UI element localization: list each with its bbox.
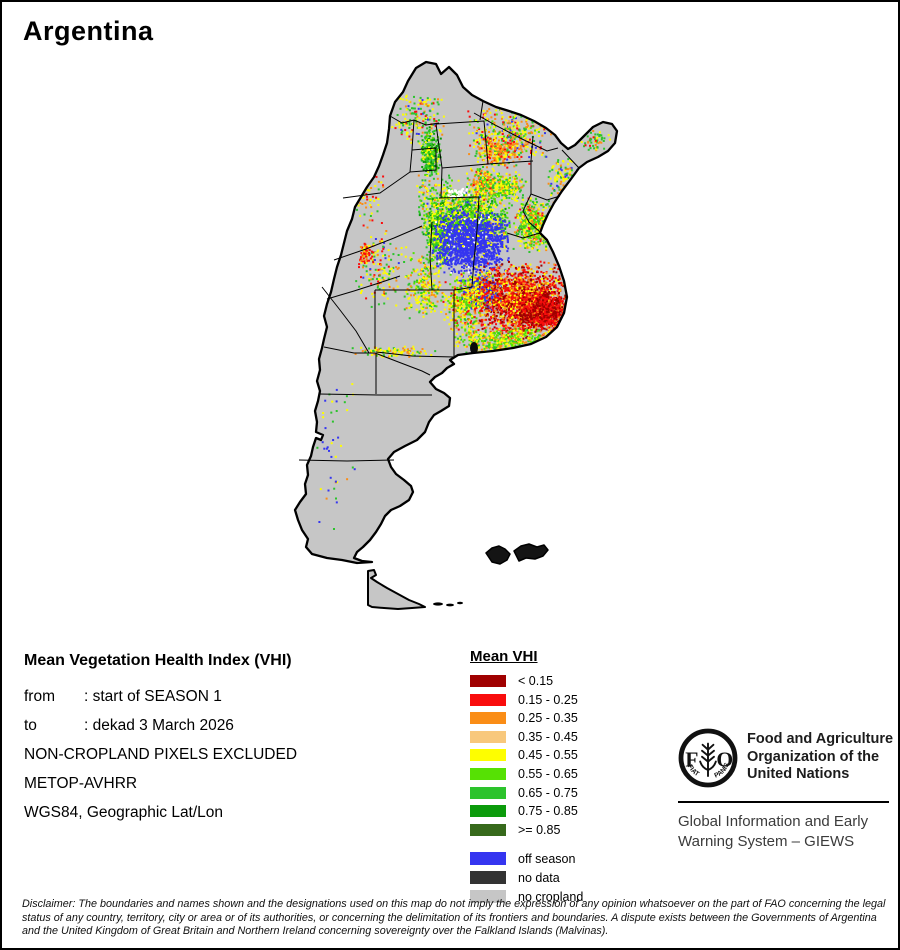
legend-item: < 0.15 <box>470 674 583 688</box>
disclaimer-line: and the United Kingdom of Great Britain … <box>22 925 609 938</box>
legend-swatch <box>470 730 506 743</box>
giews-line: Warning System – GIEWS <box>678 833 855 850</box>
fao-org-line: Food and Agriculture <box>747 731 894 747</box>
metadata-heading: Mean Vegetation Health Index (VHI) <box>24 652 292 669</box>
fao-org-name: Food and Agriculture Organization of the… <box>747 728 893 784</box>
legend-item: no data <box>470 871 583 885</box>
legend-item: no cropland <box>470 890 583 904</box>
map-metadata-block: Mean Vegetation Health Index (VHI) from:… <box>24 652 297 827</box>
legend-swatch <box>470 712 506 725</box>
legend-classes: < 0.15 0.15 - 0.25 0.25 - 0.35 0.35 - 0.… <box>470 674 583 837</box>
legend-swatch <box>470 823 506 836</box>
legend-item: 0.75 - 0.85 <box>470 804 583 818</box>
disclaimer-text: Disclaimer: The boundaries and names sho… <box>22 898 888 939</box>
legend-item: 0.15 - 0.25 <box>470 693 583 707</box>
legend-swatch <box>470 767 506 780</box>
page-title: Argentina <box>23 16 154 46</box>
legend-swatch <box>470 786 506 799</box>
legend-title: Mean VHI <box>470 648 538 665</box>
legend-swatch <box>470 675 506 687</box>
legend-item: 0.45 - 0.55 <box>470 748 583 762</box>
fao-branding: F O FIAT PANIS Food and Agriculture Orga… <box>678 728 893 788</box>
fao-org-line: Organization of the <box>747 748 880 765</box>
metadata-line-projection: WGS84, Geographic Lat/Lon <box>24 804 224 821</box>
metadata-line-cropmask: NON-CROPLAND PIXELS EXCLUDED <box>24 746 298 763</box>
metadata-row-to: to : dekad 3 March 2026 <box>24 711 297 740</box>
legend-swatch <box>470 871 506 885</box>
to-value: : dekad 3 March 2026 <box>84 717 234 734</box>
fao-logo-icon: F O FIAT PANIS <box>678 728 738 788</box>
legend-swatch <box>470 852 506 866</box>
legend-item: 0.25 - 0.35 <box>470 711 583 725</box>
legend-swatch <box>470 805 506 818</box>
legend-item: 0.65 - 0.75 <box>470 786 583 800</box>
metadata-row-from: from : start of SEASON 1 <box>24 682 297 711</box>
vhi-legend: Mean VHI < 0.15 0.15 - 0.25 0.25 - 0.35 … <box>470 648 583 909</box>
legend-item: >= 0.85 <box>470 823 583 837</box>
giews-label: Global Information and Early Warning Sys… <box>678 812 868 852</box>
branding-divider <box>678 801 889 803</box>
from-value: : start of SEASON 1 <box>84 688 222 705</box>
legend-extra-classes: off season no data no cropland <box>470 852 583 904</box>
legend-item: off season <box>470 852 583 866</box>
fao-org-line: United Nations <box>747 766 850 782</box>
legend-item: 0.35 - 0.45 <box>470 730 583 744</box>
from-label: from <box>24 688 55 705</box>
legend-item: 0.55 - 0.65 <box>470 767 583 781</box>
legend-swatch <box>470 693 506 706</box>
legend-swatch <box>470 749 506 762</box>
legend-swatch <box>470 890 506 904</box>
disclaimer-line: Disclaimer: The boundaries and names sho… <box>22 898 886 910</box>
metadata-line-sensor: METOP-AVHRR <box>24 775 138 792</box>
giews-line: Global Information and Early <box>678 813 869 830</box>
to-label: to <box>24 717 37 734</box>
disclaimer-line: status of any country, territory, city o… <box>22 911 877 924</box>
